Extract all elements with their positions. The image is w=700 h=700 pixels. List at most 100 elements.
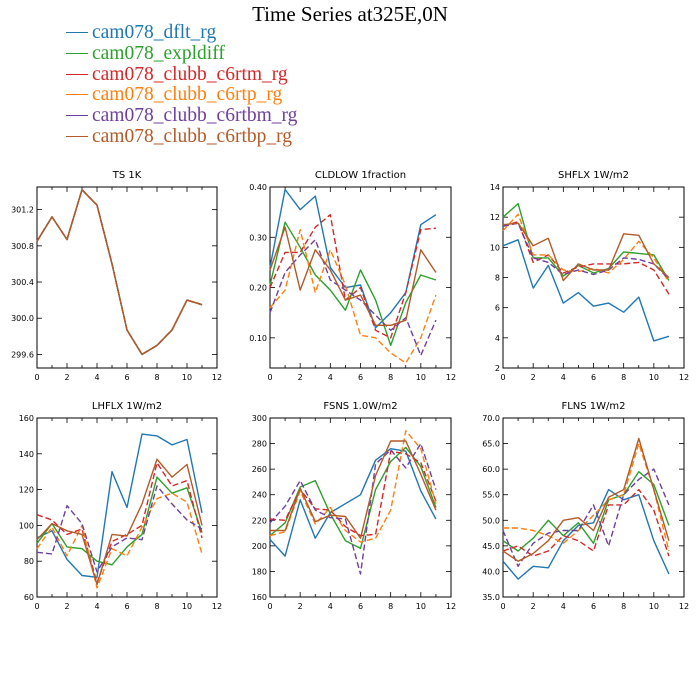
series-line-5 [36,188,203,356]
x-tick-label: 4 [94,373,99,382]
y-tick-label: 6 [495,304,500,313]
y-tick-label: 160 [252,593,267,602]
x-tick-label: 12 [446,373,456,382]
x-tick-label: 12 [212,373,222,382]
y-tick-label: 0.30 [249,233,267,242]
x-tick-label: 0 [500,602,505,611]
series-line-1 [502,239,670,342]
y-tick-label: 0.40 [249,183,267,192]
plot-frame [502,417,685,598]
series-line-4 [36,492,203,589]
x-tick-label: 2 [531,373,536,382]
y-tick-label: 14 [490,183,500,192]
x-tick-label: 8 [388,602,393,611]
y-tick-label: 200 [252,542,267,551]
series-line-5 [269,239,437,357]
series-line-4 [269,228,437,364]
legend-line-swatch [66,52,88,54]
x-tick-label: 0 [500,373,505,382]
x-tick-label: 10 [182,373,192,382]
x-tick-label: 6 [591,373,596,382]
series-line-5 [502,222,670,280]
x-tick-label: 0 [34,602,39,611]
series-line-2 [36,476,203,566]
series-line-4 [36,188,203,356]
chart-title: TS 1K [112,170,142,181]
x-tick-label: 0 [267,373,272,382]
y-tick-label: 60.0 [482,465,500,474]
chart-panel: TS 1K 0 2 4 6 8 10 12 299.6 300.0 300.4 300.8 301.2 [11,170,222,382]
x-tick-label: 6 [591,602,596,611]
legend-label: cam078_clubb_c6rtbm_rg [92,105,298,127]
series-line-6 [502,222,670,282]
legend-line-swatch [66,94,88,96]
series-line-3 [269,450,437,537]
series-line-3 [36,462,203,584]
x-tick-label: 8 [154,602,159,611]
legend-line-swatch [66,32,88,33]
y-tick-label: 220 [252,516,267,525]
legend-label: cam078_clubb_c6rtm_rg [92,63,288,85]
series-line-3 [36,188,203,356]
x-tick-label: 6 [358,373,363,382]
series-line-6 [36,188,203,356]
y-tick-label: 180 [252,567,267,576]
x-tick-label: 0 [34,373,39,382]
x-tick-label: 4 [561,373,566,382]
y-tick-label: 300 [252,414,267,423]
series-line-2 [269,446,437,550]
series-line-6 [270,440,437,539]
x-tick-label: 4 [328,602,333,611]
x-tick-label: 8 [621,602,626,611]
plot-frame [269,417,452,598]
series-line-1 [502,488,670,580]
x-tick-label: 6 [124,373,129,382]
y-tick-label: 0.20 [249,284,267,293]
series-line-1 [36,188,203,356]
y-tick-label: 140 [19,450,34,459]
chart-title: LHFLX 1W/m2 [92,401,162,412]
x-tick-label: 6 [124,602,129,611]
y-tick-label: 2 [495,364,500,373]
x-tick-label: 4 [328,373,333,382]
x-tick-label: 6 [358,602,363,611]
x-tick-label: 8 [154,373,159,382]
series-line-2 [502,471,670,552]
y-tick-label: 40.0 [482,567,500,576]
legend-label: cam078_clubb_c6rtbp_rg [92,125,293,147]
y-tick-label: 240 [252,491,267,500]
series-line-6 [269,226,437,326]
x-tick-label: 0 [267,602,272,611]
y-tick-label: 80 [24,557,34,566]
x-tick-label: 2 [298,602,303,611]
x-tick-label: 2 [531,602,536,611]
x-tick-label: 10 [649,602,659,611]
x-tick-label: 10 [416,373,426,382]
x-tick-label: 8 [621,373,626,382]
series-line-2 [269,221,437,347]
y-tick-label: 35.0 [482,593,500,602]
legend-label: cam078_expldiff [92,42,225,64]
x-tick-label: 10 [182,602,192,611]
y-tick-label: 45.0 [482,542,500,551]
series-line-5 [502,468,670,567]
series-line-4 [502,213,670,283]
y-tick-label: 160 [19,414,34,423]
series-line-3 [269,213,436,339]
y-tick-label: 299.6 [11,350,34,359]
x-tick-label: 2 [64,602,69,611]
y-tick-label: 260 [252,465,267,474]
series-line-6 [36,458,203,586]
legend-line-swatch [66,115,88,117]
series-line-1 [36,433,203,578]
y-tick-label: 50.0 [482,516,500,525]
legend-label: cam078_clubb_c6rtp_rg [92,84,283,106]
x-tick-label: 2 [64,373,69,382]
series-line-4 [503,442,670,552]
series-line-6 [502,437,670,562]
series-line-2 [36,188,203,356]
y-tick-label: 120 [19,486,34,495]
plot-frame [36,186,218,369]
y-tick-label: 300.0 [11,314,34,323]
